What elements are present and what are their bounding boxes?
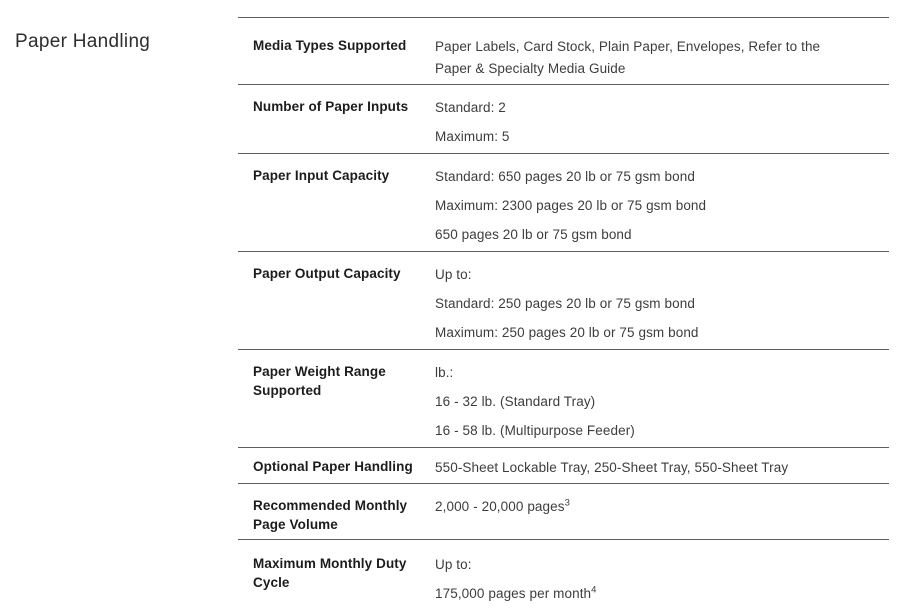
spec-value-line: 2,000 - 20,000 pages3 <box>435 496 860 518</box>
spec-value-line: Standard: 2 <box>435 100 506 115</box>
spec-value: Up to: Standard: 250 pages 20 lb or 75 g… <box>435 264 860 344</box>
page-title: Paper Handling <box>15 31 151 52</box>
spec-table: Media Types Supported Paper Labels, Card… <box>238 17 889 610</box>
spec-label: Number of Paper Inputs <box>253 99 409 114</box>
spec-value-line: Paper Labels, Card Stock, Plain Paper, E… <box>435 39 821 76</box>
footnote-marker: 4 <box>591 584 597 596</box>
spec-value-line: 650 pages 20 lb or 75 gsm bond <box>435 227 632 242</box>
spec-value: Paper Labels, Card Stock, Plain Paper, E… <box>435 36 860 80</box>
spec-row-maximum-monthly-duty-cycle: Maximum Monthly Duty Cycle Up to: 175,00… <box>238 539 889 610</box>
spec-value: Standard: 650 pages 20 lb or 75 gsm bond… <box>435 166 860 246</box>
spec-label: Paper Input Capacity <box>253 168 390 183</box>
spec-value-line: 16 - 58 lb. (Multipurpose Feeder) <box>435 423 635 438</box>
spec-value-line: Maximum: 2300 pages 20 lb or 75 gsm bond <box>435 198 707 213</box>
spec-value-line: Maximum: 5 <box>435 129 510 144</box>
spec-value-line: 550-Sheet Lockable Tray, 250-Sheet Tray,… <box>435 460 789 475</box>
spec-value-line: Up to: <box>435 267 472 282</box>
spec-row-media-types-supported: Media Types Supported Paper Labels, Card… <box>238 17 889 84</box>
spec-value: Up to: 175,000 pages per month4 <box>435 554 860 605</box>
spec-row-recommended-monthly-page-volume: Recommended Monthly Page Volume 2,000 - … <box>238 483 889 539</box>
spec-label: Paper Output Capacity <box>253 266 401 281</box>
spec-value: lb.: 16 - 32 lb. (Standard Tray) 16 - 58… <box>435 362 860 442</box>
spec-value-line: Up to: <box>435 557 472 572</box>
spec-row-paper-weight-range-supported: Paper Weight Range Supported lb.: 16 - 3… <box>238 349 889 447</box>
spec-row-paper-input-capacity: Paper Input Capacity Standard: 650 pages… <box>238 153 889 251</box>
footnote-marker: 3 <box>564 497 570 509</box>
spec-row-optional-paper-handling: Optional Paper Handling 550-Sheet Lockab… <box>238 447 889 483</box>
spec-label: Maximum Monthly Duty Cycle <box>253 556 407 590</box>
spec-value-line: Standard: 650 pages 20 lb or 75 gsm bond <box>435 169 695 184</box>
spec-value: Standard: 2 Maximum: 5 <box>435 97 860 148</box>
spec-value: 550-Sheet Lockable Tray, 250-Sheet Tray,… <box>435 457 860 479</box>
spec-label: Optional Paper Handling <box>253 459 413 474</box>
spec-row-number-of-paper-inputs: Number of Paper Inputs Standard: 2 Maxim… <box>238 84 889 153</box>
spec-value-line: 16 - 32 lb. (Standard Tray) <box>435 394 596 409</box>
spec-value-text: 175,000 pages per month <box>435 586 592 601</box>
spec-value-line: Maximum: 250 pages 20 lb or 75 gsm bond <box>435 325 699 340</box>
spec-label: Media Types Supported <box>253 38 407 53</box>
spec-value: 2,000 - 20,000 pages3 <box>435 496 860 534</box>
spec-label: Paper Weight Range Supported <box>253 364 386 398</box>
spec-label: Recommended Monthly Page Volume <box>253 498 408 532</box>
spec-value-line: 175,000 pages per month4 <box>435 583 860 605</box>
spec-value-text: 2,000 - 20,000 pages <box>435 499 565 514</box>
spec-row-paper-output-capacity: Paper Output Capacity Up to: Standard: 2… <box>238 251 889 349</box>
spec-value-line: lb.: <box>435 365 454 380</box>
spec-value-line: Standard: 250 pages 20 lb or 75 gsm bond <box>435 296 695 311</box>
